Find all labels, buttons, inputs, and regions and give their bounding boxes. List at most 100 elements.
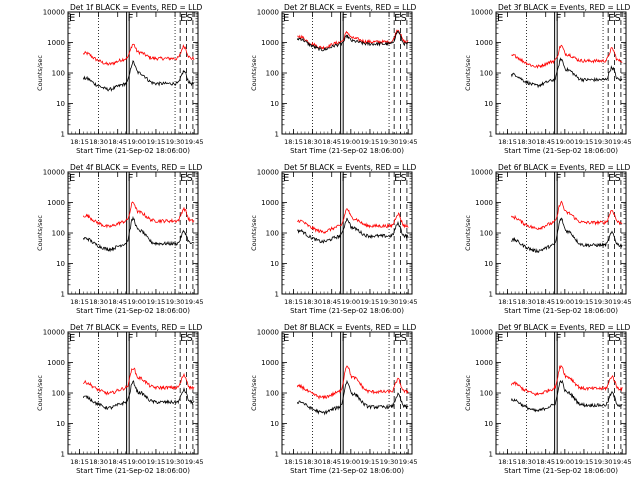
y-tick-label: 1000 [475,199,493,207]
x-tick-label: 19:30 [594,458,613,466]
x-tick-label: 19:15 [361,298,380,306]
y-tick-label: 10000 [43,9,65,17]
x-tick-label: 19:15 [147,298,166,306]
plot-frame [67,171,199,295]
x-axis-label: Start Time (21-Sep-02 18:06:00) [504,307,618,315]
panel-3: Det 3f BLACK = Events, RED = LLD 1 10 100 10… [464,3,632,155]
x-tick-label: 18:30 [517,298,536,306]
panel-title: Det 5f BLACK = Events, RED = LLD [284,163,417,172]
y-axis-label: Counts/sec [464,215,472,251]
x-tick-label: 18:15 [284,298,303,306]
marker-label-e: E [283,173,289,184]
x-tick-label: 19:45 [185,458,204,466]
plot-frame [495,331,627,455]
y-tick-label: 1000 [261,199,279,207]
x-axis-label: Start Time (21-Sep-02 18:06:00) [504,147,618,155]
x-tick-label: 19:45 [185,298,204,306]
x-tick-label: 18:15 [284,458,303,466]
series-events-line [510,57,623,89]
x-tick-label: 18:15 [70,458,89,466]
y-tick-label: 10 [484,260,493,268]
x-tick-label: 18:30 [303,298,322,306]
marker-label-f: F [342,333,348,344]
x-tick-label: 19:15 [361,458,380,466]
y-tick-label: 10000 [257,329,279,337]
x-tick-label: 18:30 [517,458,536,466]
panel-8: Det 8f BLACK = Events, RED = LLD 1 10 100 10… [250,323,418,475]
panel-4: Det 4f BLACK = Events, RED = LLD 1 10 100 10… [36,163,204,315]
x-tick-label: 19:15 [575,458,594,466]
y-axis-label: Counts/sec [464,55,472,91]
marker-label-f: F [342,13,348,24]
panel-title: Det 1f BLACK = Events, RED = LLD [70,3,203,12]
x-tick-label: 19:30 [594,138,613,146]
plot-frame [67,11,199,135]
plot-frame [281,11,413,135]
x-tick-label: 19:00 [341,138,360,146]
marker-label-f: F [556,13,562,24]
panel-1: Det 1f BLACK = Events, RED = LLD 1 10 100 10… [36,3,204,155]
x-tick-label: 18:45 [108,458,127,466]
x-tick-label: 18:45 [322,298,341,306]
x-tick-label: 18:45 [322,458,341,466]
x-tick-label: 18:15 [498,138,517,146]
marker-label-es: ES [394,173,407,184]
y-tick-label: 10 [270,260,279,268]
x-tick-label: 18:15 [70,298,89,306]
panel-title: Det 9f BLACK = Events, RED = LLD [498,323,631,332]
y-tick-label: 10000 [257,9,279,17]
series-events-line [82,60,195,92]
x-tick-label: 18:45 [536,298,555,306]
marker-label-f: F [556,173,562,184]
x-tick-label: 19:30 [166,458,185,466]
marker-label-es: ES [608,13,621,24]
marker-label-f: F [342,173,348,184]
marker-label-es: ES [394,13,407,24]
panel-2: Det 2f BLACK = Events, RED = LLD 1 10 100 10… [250,3,418,155]
x-tick-label: 18:45 [536,138,555,146]
y-tick-label: 100 [480,230,493,238]
x-tick-label: 18:15 [498,458,517,466]
x-tick-label: 19:00 [341,298,360,306]
series-events-line [511,217,623,254]
x-axis-label: Start Time (21-Sep-02 18:06:00) [76,147,190,155]
panel-title: Det 4f BLACK = Events, RED = LLD [70,163,203,172]
x-tick-label: 19:00 [555,298,574,306]
series-lld-line [296,365,409,400]
x-tick-label: 18:15 [498,298,517,306]
y-tick-label: 10000 [471,169,493,177]
y-tick-label: 1 [61,451,65,459]
x-axis-label: Start Time (21-Sep-02 18:06:00) [76,307,190,315]
y-tick-label: 1000 [47,199,65,207]
x-tick-label: 18:45 [108,298,127,306]
panel-7: Det 7f BLACK = Events, RED = LLD 1 10 100 10… [36,323,204,475]
x-tick-label: 19:45 [613,298,632,306]
y-tick-label: 1 [489,291,493,299]
x-tick-label: 19:45 [613,458,632,466]
x-tick-label: 19:00 [127,138,146,146]
marker-label-f: F [128,173,134,184]
plot-frame [281,171,413,295]
x-tick-label: 19:00 [127,298,146,306]
y-tick-label: 10 [56,260,65,268]
marker-label-f: F [556,333,562,344]
x-tick-label: 19:15 [361,138,380,146]
x-tick-label: 19:00 [127,458,146,466]
panel-9: Det 9f BLACK = Events, RED = LLD 1 10 100 10… [464,323,632,475]
x-axis-label: Start Time (21-Sep-02 18:06:00) [504,467,618,475]
x-tick-label: 18:45 [322,138,341,146]
x-tick-label: 19:30 [166,298,185,306]
y-axis-label: Counts/sec [250,215,258,251]
y-tick-label: 10000 [471,329,493,337]
y-axis-label: Counts/sec [250,375,258,411]
y-tick-label: 10000 [43,169,65,177]
y-tick-label: 1 [489,451,493,459]
y-tick-label: 100 [480,390,493,398]
x-tick-label: 19:15 [147,138,166,146]
y-tick-label: 100 [52,70,65,78]
y-tick-label: 10 [56,100,65,108]
x-tick-label: 19:30 [594,298,613,306]
x-tick-label: 19:45 [399,138,418,146]
series-lld-line [82,43,195,66]
